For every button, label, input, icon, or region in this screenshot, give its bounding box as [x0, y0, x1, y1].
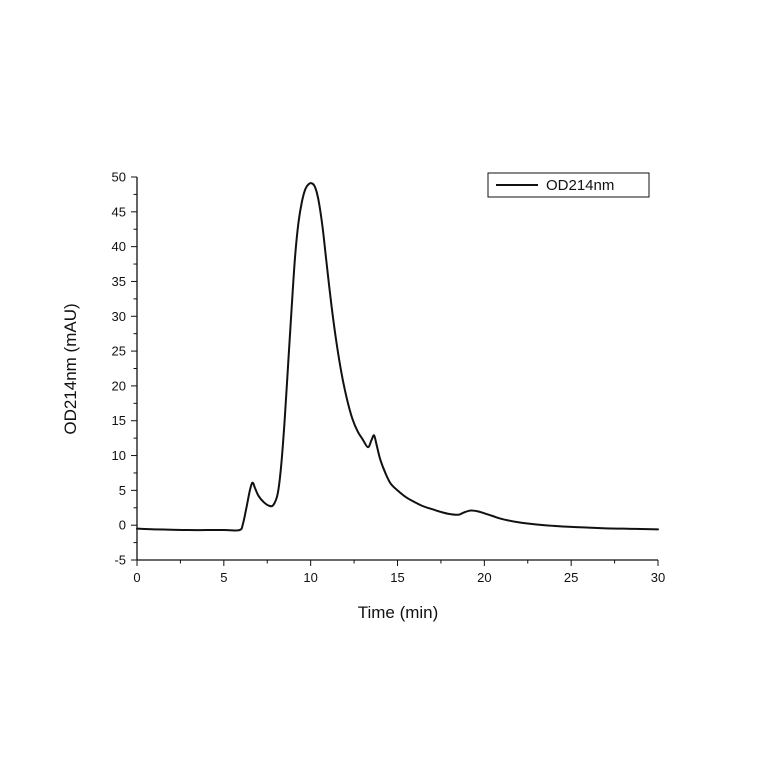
- y-tick-label: 45: [112, 204, 126, 219]
- legend: OD214nm: [487, 172, 650, 198]
- axis-tick-labels: 0 5 10 15 20 25 30 -5 0 5 10 15 20 25 30 35 40 45 50: [112, 170, 666, 586]
- y-tick-label: 25: [112, 344, 126, 359]
- y-tick-label: 20: [112, 378, 126, 393]
- x-tick-label: 25: [564, 570, 578, 585]
- y-tick-label: 0: [119, 518, 126, 533]
- y-tick-label: -5: [114, 553, 126, 568]
- y-tick-label: 40: [112, 239, 126, 254]
- axis-ticks: [131, 176, 659, 566]
- y-tick-label: 10: [112, 448, 126, 463]
- x-tick-label: 5: [220, 570, 227, 585]
- y-tick-label: 15: [112, 413, 126, 428]
- y-tick-label: 35: [112, 274, 126, 289]
- series-line-od214nm: [136, 182, 659, 532]
- x-tick-label: 20: [477, 570, 491, 585]
- y-tick-label: 50: [112, 170, 126, 185]
- y-axis-title: OD214nm (mAU): [61, 303, 80, 434]
- x-axis-title: Time (min): [358, 603, 439, 622]
- legend-label: OD214nm: [546, 177, 614, 194]
- y-tick-label: 30: [112, 309, 126, 324]
- x-tick-label: 0: [133, 570, 140, 585]
- x-tick-label: 30: [651, 570, 665, 585]
- x-tick-label: 10: [303, 570, 317, 585]
- x-tick-label: 15: [390, 570, 404, 585]
- y-tick-label: 5: [119, 483, 126, 498]
